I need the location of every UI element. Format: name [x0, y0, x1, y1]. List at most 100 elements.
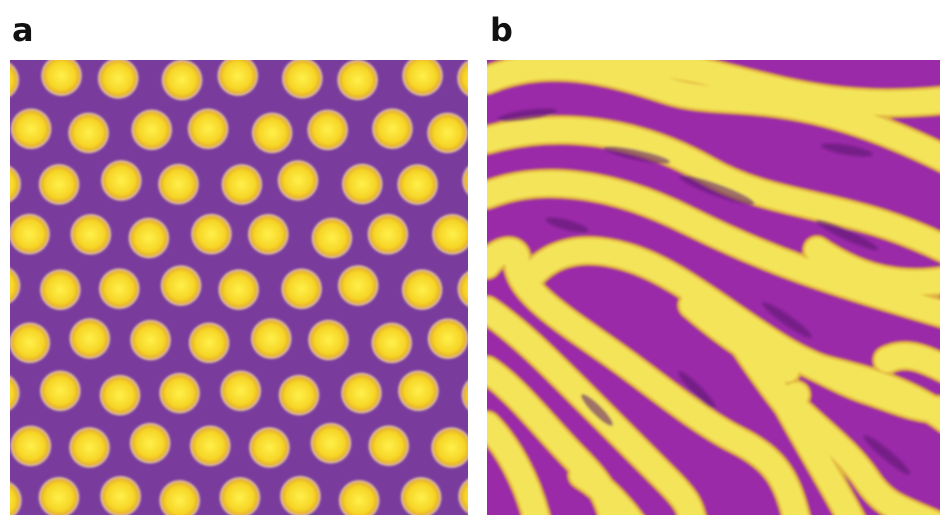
stripe — [805, 238, 940, 295]
spot — [395, 162, 440, 207]
spot — [219, 162, 264, 207]
spot — [156, 162, 201, 207]
panel-b-image — [487, 60, 940, 515]
spot — [10, 320, 52, 365]
spot — [430, 212, 468, 257]
spot — [400, 60, 445, 98]
spot — [10, 164, 23, 204]
spot — [68, 212, 113, 257]
stripe — [487, 239, 809, 515]
spot — [369, 320, 414, 365]
spot — [246, 212, 291, 257]
spot — [247, 425, 292, 470]
spot — [38, 267, 83, 312]
spot — [340, 162, 385, 206]
dark-groove — [762, 302, 812, 338]
spot — [10, 423, 53, 468]
dark-groove — [679, 175, 755, 205]
spot — [339, 371, 384, 416]
spot — [186, 106, 231, 151]
spot — [10, 106, 54, 151]
spot — [456, 476, 468, 515]
spot — [157, 371, 202, 416]
spot — [309, 216, 354, 260]
stripe-labyrinth-pattern — [487, 60, 940, 515]
spot — [460, 163, 468, 198]
spot — [217, 475, 262, 515]
panel-a-image — [10, 60, 468, 515]
spot — [10, 373, 22, 413]
dark-groove — [545, 217, 589, 233]
spot — [218, 368, 263, 413]
spot — [335, 60, 380, 102]
spot — [249, 316, 294, 361]
spot — [67, 316, 112, 361]
spot — [98, 474, 143, 515]
spot — [279, 266, 324, 311]
spot — [216, 267, 261, 312]
spot — [215, 60, 260, 98]
spot — [277, 373, 321, 418]
spot — [305, 107, 350, 152]
dark-groove — [821, 143, 873, 157]
spot — [37, 475, 81, 515]
spot — [160, 60, 204, 102]
stripe — [570, 463, 642, 515]
spot — [96, 60, 141, 101]
stripe — [487, 171, 940, 326]
spot — [98, 373, 142, 418]
stripe — [487, 298, 704, 515]
dark-groove — [678, 371, 716, 409]
dark-groove — [603, 146, 671, 164]
spot — [128, 318, 173, 363]
spot — [188, 423, 233, 468]
spot — [336, 263, 381, 308]
spot — [455, 269, 468, 309]
spot — [426, 316, 468, 361]
spot — [400, 267, 445, 312]
spot — [99, 158, 144, 203]
spot — [365, 212, 410, 257]
spot — [39, 60, 84, 98]
spot — [366, 423, 411, 468]
stripe — [765, 338, 940, 422]
panel-b-label: b — [490, 11, 513, 49]
stripe — [487, 60, 940, 170]
dark-groove — [863, 435, 911, 475]
stripe — [487, 413, 549, 515]
spot — [278, 474, 323, 515]
spot — [429, 425, 468, 470]
spot — [337, 478, 382, 515]
spot — [126, 216, 171, 260]
spot — [10, 212, 52, 257]
spot — [157, 478, 202, 515]
spot — [187, 320, 232, 365]
spot — [66, 110, 111, 155]
spot — [308, 421, 353, 466]
dark-groove — [581, 394, 613, 426]
spot — [37, 162, 82, 207]
spot — [129, 107, 174, 152]
spot — [396, 368, 441, 413]
spot — [459, 378, 468, 413]
spot — [97, 266, 142, 311]
spot — [250, 110, 295, 155]
spot — [189, 212, 234, 257]
spot — [10, 266, 22, 306]
panel-a-label: a — [12, 11, 34, 49]
dark-groove — [816, 219, 878, 251]
spot — [128, 421, 173, 466]
spot — [10, 60, 21, 99]
spot — [370, 106, 415, 151]
spot — [38, 368, 83, 413]
dark-groove — [497, 108, 557, 122]
spot — [276, 158, 320, 203]
spot — [67, 425, 112, 470]
spot — [306, 318, 351, 362]
stripe — [775, 393, 863, 515]
spot — [159, 263, 203, 308]
spot — [425, 110, 468, 155]
hexagonal-spot-pattern — [10, 60, 468, 515]
stripe — [487, 118, 940, 260]
